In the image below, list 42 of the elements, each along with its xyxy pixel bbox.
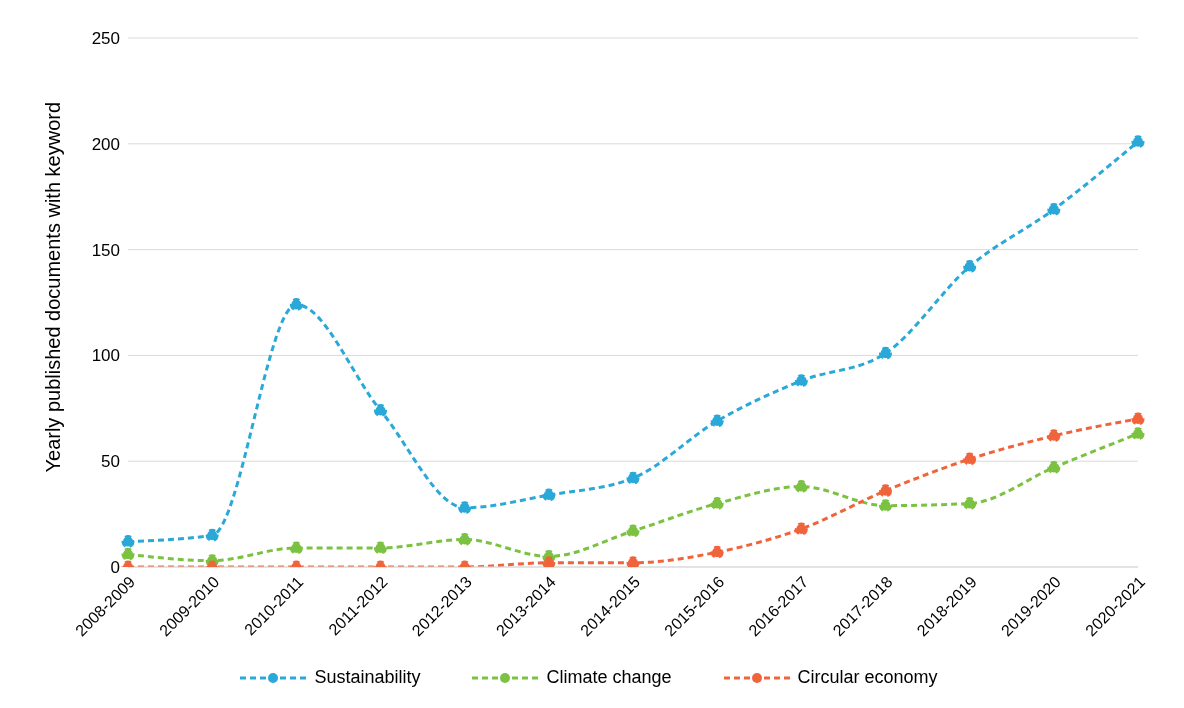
point <box>794 522 808 536</box>
point <box>1047 429 1061 443</box>
y-tick-label: 50 <box>101 452 120 472</box>
point <box>121 535 135 549</box>
legend-label: Climate change <box>545 667 672 688</box>
y-tick-label: 100 <box>91 346 120 366</box>
point <box>1131 135 1145 149</box>
point <box>626 471 640 485</box>
point <box>289 541 303 555</box>
y-tick-label: 150 <box>91 240 120 260</box>
point <box>626 524 640 538</box>
point <box>1131 427 1145 441</box>
point <box>289 298 303 312</box>
point <box>374 541 387 555</box>
point <box>542 488 556 502</box>
point <box>626 556 640 567</box>
point <box>879 484 892 498</box>
point <box>1131 412 1145 426</box>
y-tick-label: 200 <box>91 134 120 154</box>
point <box>205 528 219 542</box>
point <box>710 545 724 559</box>
point <box>710 497 724 511</box>
point <box>794 374 808 388</box>
point <box>458 501 472 515</box>
point <box>121 547 135 561</box>
point <box>794 480 808 494</box>
point <box>710 414 724 428</box>
point <box>879 346 892 360</box>
y-tick-label: 0 <box>110 558 120 578</box>
y-axis-title: Yearly published documents with keyword <box>42 101 65 473</box>
point <box>374 403 387 417</box>
point <box>963 452 977 466</box>
point <box>1047 461 1061 475</box>
point <box>542 556 556 567</box>
y-tick-label: 250 <box>91 29 120 49</box>
legend-label: Sustainability <box>313 667 421 688</box>
point <box>1047 202 1061 216</box>
point <box>879 499 892 513</box>
point <box>963 260 977 274</box>
legend-label: Circular economy <box>796 667 938 688</box>
point <box>963 497 977 511</box>
point <box>458 532 472 546</box>
